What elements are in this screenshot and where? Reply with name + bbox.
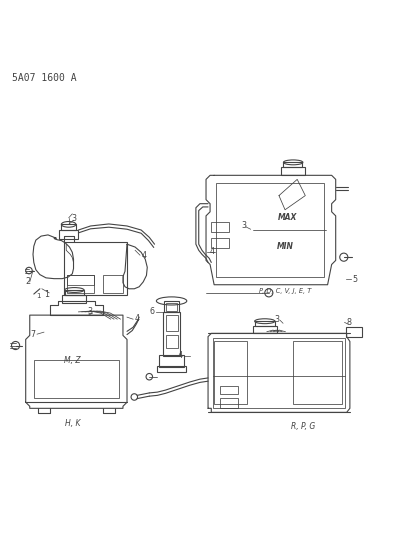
Bar xyxy=(220,386,238,394)
Text: MIN: MIN xyxy=(277,242,293,251)
Text: 3: 3 xyxy=(241,221,246,230)
Text: 3: 3 xyxy=(87,308,92,317)
Bar xyxy=(163,312,180,356)
Text: 4: 4 xyxy=(135,314,140,323)
Bar xyxy=(164,301,179,312)
Bar xyxy=(216,183,324,277)
Bar xyxy=(103,274,123,293)
Text: H, K: H, K xyxy=(64,419,80,428)
Bar xyxy=(211,238,229,248)
Text: 3: 3 xyxy=(275,314,279,324)
Bar xyxy=(214,342,246,404)
Bar xyxy=(61,224,76,230)
Bar xyxy=(220,398,238,408)
Bar xyxy=(67,274,94,285)
Bar xyxy=(166,315,177,332)
Bar xyxy=(283,163,302,167)
Text: 3: 3 xyxy=(71,214,76,223)
Text: M, Z: M, Z xyxy=(64,356,81,365)
Text: 4: 4 xyxy=(177,351,182,360)
Text: 2: 2 xyxy=(25,277,30,286)
Text: 5: 5 xyxy=(353,275,358,284)
Bar xyxy=(62,295,86,303)
Text: 4: 4 xyxy=(142,251,146,260)
Text: P, D, C, V, J, E, T: P, D, C, V, J, E, T xyxy=(259,288,311,294)
Bar xyxy=(64,242,127,295)
Bar xyxy=(253,326,277,333)
Bar xyxy=(211,222,229,232)
Text: 6: 6 xyxy=(150,308,155,317)
Bar xyxy=(166,303,177,311)
Bar xyxy=(255,321,275,326)
Bar xyxy=(34,360,119,398)
Text: 7: 7 xyxy=(31,330,35,338)
Text: 1: 1 xyxy=(36,293,41,298)
Bar xyxy=(157,366,186,372)
Bar xyxy=(281,167,305,175)
Bar xyxy=(59,230,78,239)
Text: 5A07 1600 A: 5A07 1600 A xyxy=(11,73,76,83)
Text: 1: 1 xyxy=(44,289,49,298)
Bar xyxy=(67,274,94,293)
Text: 8: 8 xyxy=(346,318,351,327)
Text: R, P, G: R, P, G xyxy=(291,422,315,431)
Bar xyxy=(166,335,177,348)
Bar xyxy=(160,355,184,367)
Bar xyxy=(64,290,84,295)
Text: 4: 4 xyxy=(210,247,215,256)
Bar xyxy=(293,342,342,404)
Text: MAX: MAX xyxy=(277,213,297,222)
Bar xyxy=(213,338,345,408)
Bar xyxy=(346,327,362,337)
